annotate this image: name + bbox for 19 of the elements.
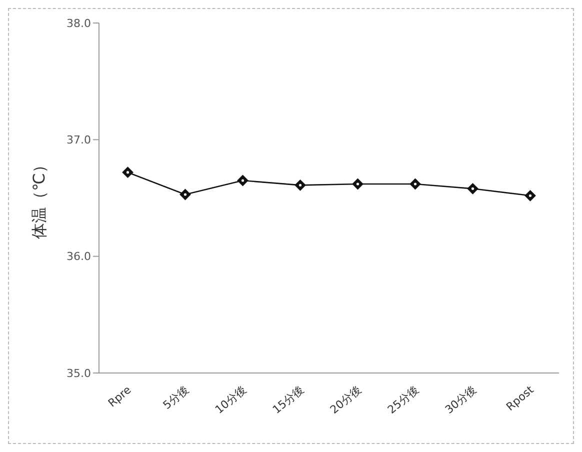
point	[237, 175, 248, 186]
x-tick-label: 5分後	[160, 383, 192, 412]
point	[294, 180, 306, 191]
y-tick-label: 36.0	[66, 250, 91, 264]
x-tick-label: 30分後	[442, 383, 479, 416]
x-tick-label: 20分後	[328, 383, 364, 416]
point	[467, 183, 478, 194]
point	[524, 190, 536, 202]
point	[180, 189, 191, 200]
x-tick-label: 15分後	[270, 383, 306, 416]
y-tick-label: 37.0	[66, 134, 91, 147]
x-tick-label: 10分後	[212, 383, 249, 416]
point	[122, 166, 134, 178]
y-tick-label: 38.0	[66, 16, 91, 30]
point	[352, 178, 364, 190]
y-axis-title: 体温（℃）	[30, 157, 49, 239]
point	[410, 178, 421, 190]
y-tick-label: 35.0	[66, 366, 91, 380]
x-tick-label: 25分後	[385, 383, 422, 416]
